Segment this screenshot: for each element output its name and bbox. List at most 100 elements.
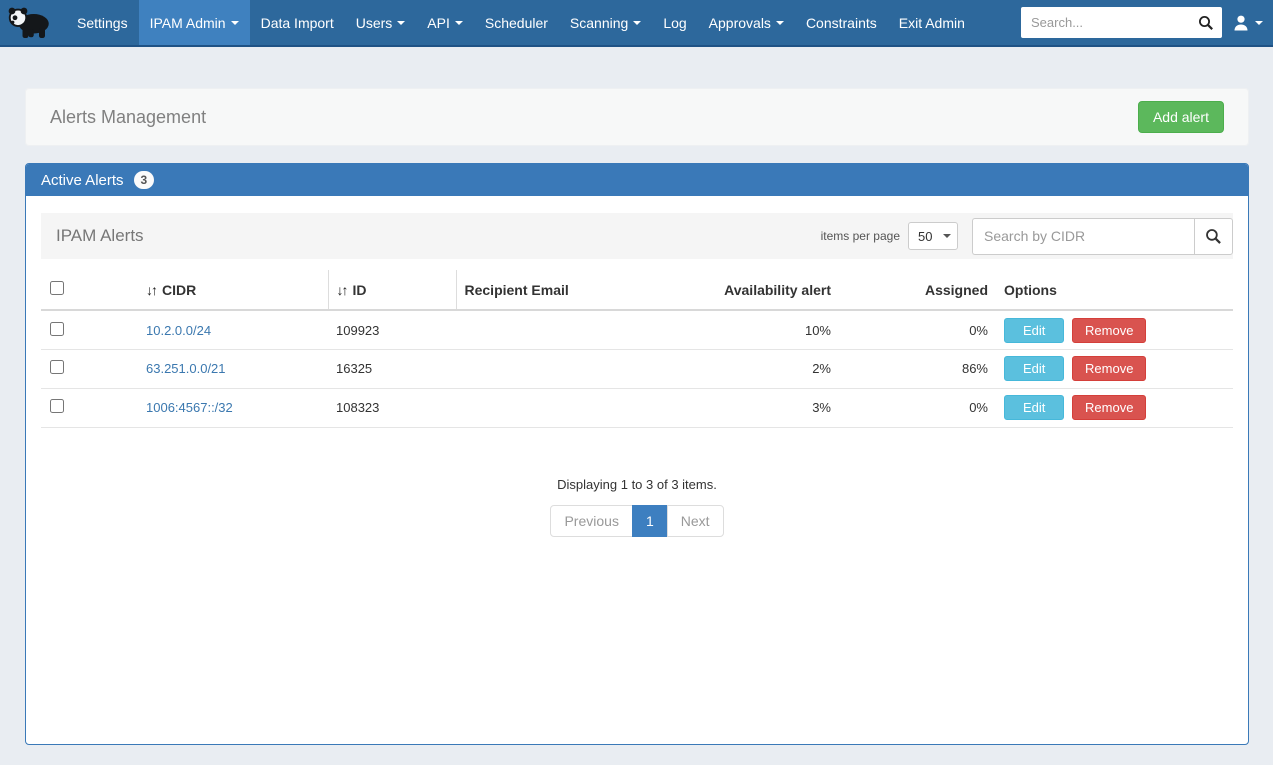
column-header-id[interactable]: ↓↑ ID xyxy=(328,270,456,310)
caret-down-icon xyxy=(633,21,641,25)
edit-button[interactable]: Edit xyxy=(1004,395,1064,420)
email-cell xyxy=(456,310,701,349)
nav-item-scheduler[interactable]: Scheduler xyxy=(474,0,559,45)
header-label: Availability alert xyxy=(724,282,831,298)
header-label: Assigned xyxy=(925,282,988,298)
nav-label: Exit Admin xyxy=(899,15,965,31)
alert-count-badge: 3 xyxy=(134,171,155,189)
items-per-page-select[interactable]: 50 xyxy=(908,222,958,250)
navbar-search-input[interactable] xyxy=(1021,7,1189,38)
column-header-options: Options xyxy=(996,270,1233,310)
nav-item-log[interactable]: Log xyxy=(652,0,697,45)
id-cell: 16325 xyxy=(328,349,456,388)
cidr-link[interactable]: 10.2.0.0/24 xyxy=(146,323,211,338)
app-logo[interactable] xyxy=(0,0,66,45)
id-cell: 108323 xyxy=(328,388,456,427)
header-label: CIDR xyxy=(162,282,196,298)
sort-icon[interactable]: ↓↑ xyxy=(337,282,347,298)
nav-label: Scheduler xyxy=(485,15,548,31)
header-label: ID xyxy=(353,282,367,298)
search-icon xyxy=(1198,15,1214,31)
user-icon xyxy=(1232,14,1250,32)
user-menu[interactable] xyxy=(1232,14,1263,32)
nav-item-data-import[interactable]: Data Import xyxy=(250,0,345,45)
options-cell: Edit Remove xyxy=(996,388,1233,427)
navbar-search xyxy=(1021,7,1222,38)
nav-item-constraints[interactable]: Constraints xyxy=(795,0,888,45)
nav-label: IPAM Admin xyxy=(150,15,226,31)
cidr-search-button[interactable] xyxy=(1194,218,1233,255)
pagination-previous[interactable]: Previous xyxy=(550,505,632,537)
cidr-link[interactable]: 63.251.0.0/21 xyxy=(146,361,226,376)
nav-label: Users xyxy=(356,15,393,31)
caret-down-icon xyxy=(1255,21,1263,25)
nav-label: Approvals xyxy=(709,15,771,31)
caret-down-icon xyxy=(397,21,405,25)
column-header-cidr[interactable]: ↓↑ CIDR xyxy=(138,270,328,310)
cidr-cell: 63.251.0.0/21 xyxy=(138,349,328,388)
pagination: Previous 1 Next xyxy=(550,505,723,537)
remove-button[interactable]: Remove xyxy=(1072,318,1146,343)
cidr-search xyxy=(972,218,1233,255)
items-per-page-label: items per page xyxy=(821,229,900,243)
row-checkbox[interactable] xyxy=(50,360,64,374)
id-cell: 109923 xyxy=(328,310,456,349)
edit-button[interactable]: Edit xyxy=(1004,356,1064,381)
options-cell: Edit Remove xyxy=(996,349,1233,388)
availability-cell: 3% xyxy=(701,388,839,427)
panda-logo-icon xyxy=(6,5,54,41)
nav-item-users[interactable]: Users xyxy=(345,0,417,45)
email-cell xyxy=(456,388,701,427)
table-row: 1006:4567::/32 108323 3% 0% Edit Remove xyxy=(41,388,1233,427)
alerts-table: ↓↑ CIDR ↓↑ ID Recipient Email Availability… xyxy=(41,270,1233,428)
remove-button[interactable]: Remove xyxy=(1072,356,1146,381)
column-header-email: Recipient Email xyxy=(456,270,701,310)
cidr-cell: 10.2.0.0/24 xyxy=(138,310,328,349)
page-header: Alerts Management Add alert xyxy=(25,88,1249,146)
add-alert-button[interactable]: Add alert xyxy=(1138,101,1224,133)
table-header-row: ↓↑ CIDR ↓↑ ID Recipient Email Availability… xyxy=(41,270,1233,310)
pagination-next[interactable]: Next xyxy=(668,505,724,537)
navbar-menu: Settings IPAM Admin Data Import Users AP… xyxy=(66,0,976,45)
nav-label: API xyxy=(427,15,450,31)
cidr-search-input[interactable] xyxy=(972,218,1194,255)
column-header-assigned: Assigned xyxy=(839,270,996,310)
remove-button[interactable]: Remove xyxy=(1072,395,1146,420)
active-alerts-panel: Active Alerts 3 IPAM Alerts items per pa… xyxy=(25,163,1249,745)
nav-item-approvals[interactable]: Approvals xyxy=(698,0,795,45)
nav-item-scanning[interactable]: Scanning xyxy=(559,0,652,45)
page-container: Alerts Management Add alert Active Alert… xyxy=(0,47,1273,745)
panel-heading: Active Alerts 3 xyxy=(26,164,1248,196)
email-cell xyxy=(456,349,701,388)
nav-label: Constraints xyxy=(806,15,877,31)
nav-label: Scanning xyxy=(570,15,628,31)
panel-body: IPAM Alerts items per page 50 xyxy=(26,196,1248,552)
header-label: Recipient Email xyxy=(465,282,569,298)
assigned-cell: 0% xyxy=(839,310,996,349)
caret-down-icon xyxy=(455,21,463,25)
pagination-page-1[interactable]: 1 xyxy=(633,505,668,537)
nav-item-api[interactable]: API xyxy=(416,0,474,45)
navbar-search-button[interactable] xyxy=(1189,7,1222,38)
nav-item-ipam-admin[interactable]: IPAM Admin xyxy=(139,0,250,45)
header-label: Options xyxy=(1004,282,1057,298)
assigned-cell: 0% xyxy=(839,388,996,427)
cidr-link[interactable]: 1006:4567::/32 xyxy=(146,400,233,415)
select-all-checkbox[interactable] xyxy=(50,281,64,295)
column-header-availability: Availability alert xyxy=(701,270,839,310)
results-summary: Displaying 1 to 3 of 3 items. xyxy=(41,477,1233,492)
top-navbar: Settings IPAM Admin Data Import Users AP… xyxy=(0,0,1273,47)
nav-label: Log xyxy=(663,15,686,31)
search-icon xyxy=(1205,228,1222,245)
assigned-cell: 86% xyxy=(839,349,996,388)
panel-title: Active Alerts xyxy=(41,172,124,189)
nav-item-exit-admin[interactable]: Exit Admin xyxy=(888,0,976,45)
edit-button[interactable]: Edit xyxy=(1004,318,1064,343)
row-checkbox[interactable] xyxy=(50,322,64,336)
caret-down-icon xyxy=(776,21,784,25)
table-toolbar: IPAM Alerts items per page 50 xyxy=(41,213,1233,259)
table-row: 10.2.0.0/24 109923 10% 0% Edit Remove xyxy=(41,310,1233,349)
row-checkbox[interactable] xyxy=(50,399,64,413)
nav-item-settings[interactable]: Settings xyxy=(66,0,139,45)
sort-icon[interactable]: ↓↑ xyxy=(146,282,156,298)
